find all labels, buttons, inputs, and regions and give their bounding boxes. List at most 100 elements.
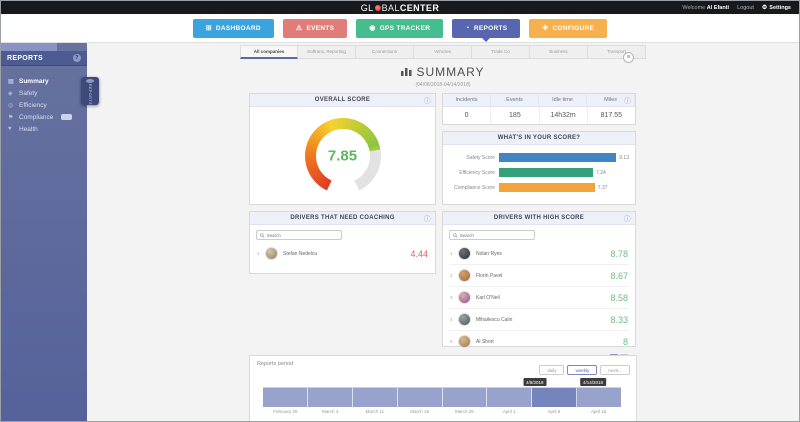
gear-icon: ⚙ <box>761 5 768 11</box>
top-bar: GL BAL CENTER Welcome Al Efanti Logout ⚙ Se… <box>1 1 799 14</box>
nav-dashboard-button[interactable]: ⊞ DASHBOARD <box>192 18 274 38</box>
high-score-driver-row[interactable]: 1 Nolan Ryes 8.78 <box>450 247 628 260</box>
report-date-range: (04/08/2018-04/14/2018) <box>415 82 471 88</box>
wrench-icon: ✚ <box>542 25 549 32</box>
driver-avatar <box>265 247 278 260</box>
stat-incidents-value: 0 <box>443 107 492 124</box>
high-score-drivers-widget: DRIVERS WITH HIGH SCORE ⓘ 1 Nola <box>442 211 636 362</box>
help-icon[interactable]: ? <box>73 54 81 62</box>
info-icon[interactable]: ⓘ <box>423 216 431 223</box>
sidebar-item-efficiency[interactable]: ◎ Efficiency <box>8 101 47 109</box>
tick-label: April 1 <box>502 409 516 414</box>
search-icon <box>453 232 458 238</box>
period-timeline[interactable] <box>263 387 621 407</box>
daily-button[interactable]: daily <box>539 365 565 375</box>
alert-icon: ⚠ <box>295 25 303 32</box>
sidebar-header: REPORTS ? <box>1 51 87 66</box>
stats-col-incidents: Incidents <box>443 94 491 106</box>
tick-label: February 26 <box>273 409 298 414</box>
pin-icon <box>86 79 94 83</box>
safety-score-bar <box>499 153 617 162</box>
driver-avatar <box>458 291 471 304</box>
sidebar-item-compliance[interactable]: ⚑ Compliance <box>1 111 87 123</box>
logout-link[interactable]: Logout <box>737 4 754 11</box>
sidebar-item-summary[interactable]: ▤ Summary <box>8 77 49 85</box>
stat-miles-value: 817.55 <box>600 112 623 119</box>
tab-company-7[interactable]: Transport <box>588 45 646 59</box>
high-score-driver-row[interactable]: 3 Karl O'Neil 8.58 <box>449 286 629 308</box>
high-score-driver-row[interactable]: 2 Florin Pavel 8.67 <box>449 264 629 286</box>
tab-company-2[interactable]: Softrans, Reporting <box>298 45 356 59</box>
range-start-tooltip: 4/8/2018 <box>523 378 547 386</box>
compliance-score-row: Compliance Score 7.37 <box>454 183 608 192</box>
settings-link[interactable]: ⚙ Settings <box>761 4 791 12</box>
sidebar-item-safety[interactable]: ◈ Safety <box>8 89 38 97</box>
tab-company-6[interactable]: Business <box>530 45 588 59</box>
driver-score: 8.78 <box>610 248 628 259</box>
driver-avatar <box>458 247 471 260</box>
driver-score: 4.44 <box>410 248 428 259</box>
export-menu-button[interactable]: ≡ <box>623 52 634 63</box>
sidebar-title: REPORTS <box>7 54 43 62</box>
main-nav: ⊞ DASHBOARD ⚠ EVENTS ◉ GPS TRACKER ◔ REPORTS… <box>1 14 799 43</box>
tick-label: April 15 <box>590 409 607 414</box>
monthly-button[interactable]: mont... <box>600 365 630 375</box>
sidebar-accent-strip <box>1 43 57 51</box>
timeline-segment[interactable] <box>352 388 398 407</box>
user-name: Al Efanti <box>706 4 730 11</box>
timeline-segment[interactable] <box>487 388 533 407</box>
efficiency-score-row: Efficiency Score 7.24 <box>459 168 606 177</box>
tick-label: March 4 <box>321 409 339 414</box>
nav-events-button[interactable]: ⚠ EVENTS <box>282 18 348 38</box>
nav-reports-button[interactable]: ◔ REPORTS <box>452 18 521 42</box>
high-score-driver-row[interactable]: 4 Mihailescu Calin 8.33 <box>449 308 629 330</box>
timeline-tick-labels: February 26 March 4 March 11 March 18 Ma… <box>263 409 621 414</box>
tab-company-3[interactable]: Connections <box>356 45 414 59</box>
search-icon <box>260 232 265 238</box>
weekly-button[interactable]: weekly <box>567 365 598 375</box>
sidebar-item-health[interactable]: ♥ Health <box>8 125 38 133</box>
nav-configure-button[interactable]: ✚ CONFIGURE <box>529 18 608 38</box>
tick-label: March 18 <box>410 409 429 414</box>
tab-all-companies[interactable]: All companies <box>240 45 298 59</box>
driver-avatar <box>458 335 471 348</box>
info-icon[interactable]: ⓘ <box>423 98 431 105</box>
tab-company-4[interactable]: Vehicles <box>414 45 472 59</box>
info-icon[interactable]: ⓘ <box>624 98 631 105</box>
driver-score: 8 <box>622 336 628 347</box>
stat-events-value: 185 <box>491 107 540 124</box>
high-score-driver-row[interactable]: 5 Al Short 8 <box>449 330 629 352</box>
range-end-tooltip: 4/14/2018 <box>579 378 606 386</box>
coaching-search[interactable] <box>256 230 342 240</box>
coaching-driver-row[interactable]: 1 Stefan Nedelcu 4.44 <box>257 247 428 260</box>
stats-col-idle-time: Idle time <box>539 94 587 106</box>
coaching-search-input[interactable] <box>266 232 338 238</box>
overall-score-widget: OVERALL SCORE ⓘ 7.85 <box>249 93 436 205</box>
logo-text-center: CENTER <box>399 2 440 13</box>
timeline-segment[interactable] <box>577 388 621 407</box>
timeline-segment[interactable] <box>263 388 308 407</box>
tab-company-5[interactable]: Trade Co <box>472 45 530 59</box>
stats-col-events: Events <box>491 94 539 106</box>
tick-label: March 11 <box>365 409 385 414</box>
welcome-text: Welcome Al Efanti <box>682 4 730 11</box>
timeline-segment-selected[interactable] <box>532 388 578 407</box>
high-score-search-input[interactable] <box>459 232 531 238</box>
timeline-segment[interactable] <box>307 388 353 407</box>
info-icon[interactable]: ⓘ <box>623 216 631 223</box>
flag-icon: ⚑ <box>8 114 14 121</box>
timeline-segment[interactable] <box>397 388 443 407</box>
timeline-segment[interactable] <box>442 388 488 407</box>
pin-tab-label: REPORTS <box>88 83 92 105</box>
high-score-title: DRIVERS WITH HIGH SCORE <box>493 215 585 221</box>
location-pin-icon: ◉ <box>369 25 376 32</box>
overall-score-title: OVERALL SCORE <box>314 97 371 103</box>
speedometer-icon: ◔ <box>465 24 470 32</box>
nav-gps-tracker-button[interactable]: ◉ GPS TRACKER <box>356 18 444 38</box>
high-score-search[interactable] <box>449 230 535 240</box>
sidebar-pin-tab[interactable]: REPORTS <box>81 77 99 105</box>
main-content: All companies Softrans, Reporting Connec… <box>87 43 799 421</box>
coaching-drivers-widget: DRIVERS THAT NEED COACHING ⓘ 1 S <box>249 211 436 274</box>
driver-score: 8.58 <box>610 292 628 303</box>
